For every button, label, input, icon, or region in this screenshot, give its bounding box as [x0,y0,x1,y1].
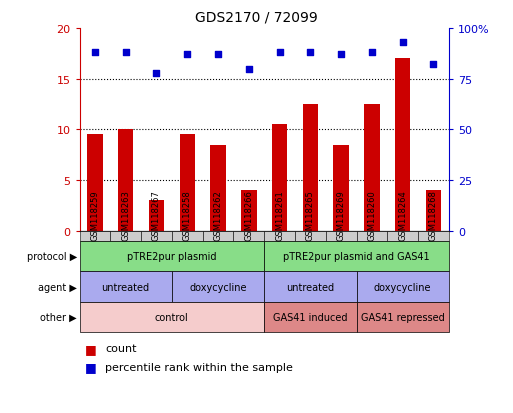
Point [152,70,161,77]
Text: doxycycline: doxycycline [189,282,247,292]
Bar [364,105,380,231]
Bar [333,145,349,231]
Text: agent ▶: agent ▶ [38,282,77,292]
Text: untreated: untreated [102,282,150,292]
Point [337,52,345,59]
Text: protocol ▶: protocol ▶ [27,252,77,262]
Text: GSM118266: GSM118266 [244,190,253,241]
Text: control: control [155,312,189,322]
Bar [210,145,226,231]
Text: GAS41 repressed: GAS41 repressed [361,312,445,322]
Point [429,62,438,69]
Bar [180,135,195,231]
Text: percentile rank within the sample: percentile rank within the sample [105,362,293,372]
Text: GSM118264: GSM118264 [398,190,407,241]
Point [368,50,376,57]
Bar [241,191,256,231]
Point [214,52,222,59]
Point [399,40,407,46]
Point [275,50,284,57]
Text: GSM118259: GSM118259 [90,190,100,241]
Point [122,50,130,57]
Text: GSM118267: GSM118267 [152,190,161,241]
Bar [118,130,133,231]
Text: GSM118265: GSM118265 [306,190,315,241]
Bar [395,59,410,231]
Text: ■: ■ [85,361,96,374]
Point [91,50,99,57]
Text: ■: ■ [85,342,96,355]
Text: GSM118258: GSM118258 [183,190,192,241]
Text: GSM118260: GSM118260 [367,190,377,241]
Bar [426,191,441,231]
Text: pTRE2pur plasmid and GAS41: pTRE2pur plasmid and GAS41 [283,252,430,262]
Text: GSM118263: GSM118263 [121,190,130,241]
Bar [87,135,103,231]
Bar [303,105,318,231]
Text: GSM118268: GSM118268 [429,190,438,241]
Text: untreated: untreated [286,282,334,292]
Text: pTRE2pur plasmid: pTRE2pur plasmid [127,252,216,262]
Point [183,52,191,59]
Text: GDS2170 / 72099: GDS2170 / 72099 [195,10,318,24]
Text: GAS41 induced: GAS41 induced [273,312,348,322]
Text: doxycycline: doxycycline [374,282,431,292]
Text: GSM118262: GSM118262 [213,190,223,241]
Bar [149,201,164,231]
Point [245,66,253,73]
Point [306,50,314,57]
Text: GSM118261: GSM118261 [275,190,284,241]
Text: count: count [105,344,136,354]
Text: other ▶: other ▶ [41,312,77,322]
Bar [272,125,287,231]
Text: GSM118269: GSM118269 [337,190,346,241]
